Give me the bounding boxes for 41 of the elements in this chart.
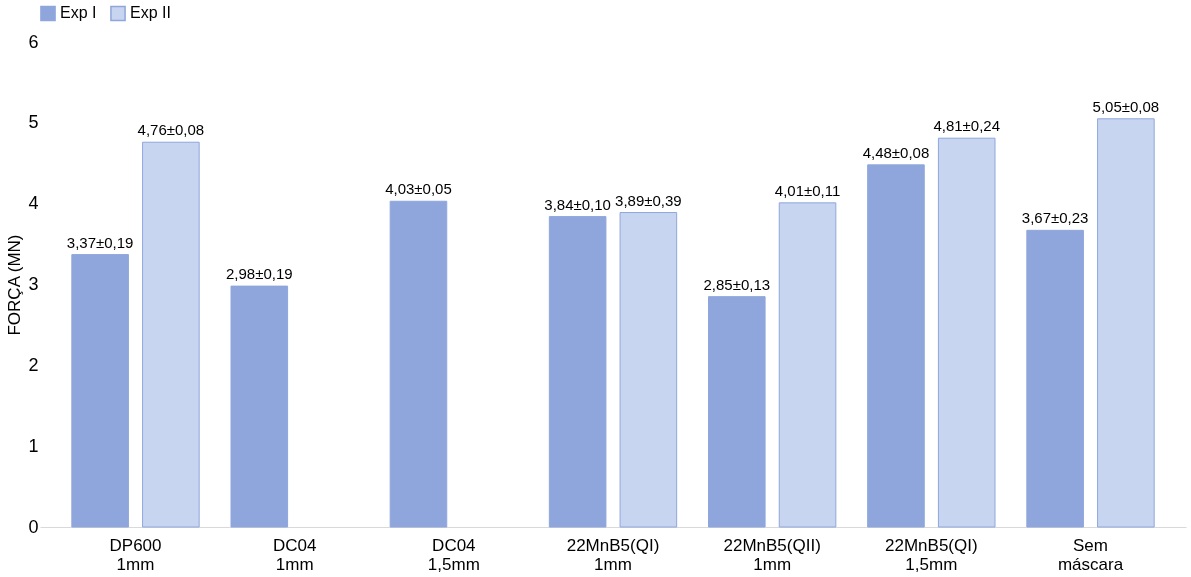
bar — [389, 200, 448, 528]
bar — [778, 202, 837, 528]
y-tick-label: 4 — [28, 193, 39, 214]
data-label: 4,48±0,08 — [862, 143, 930, 161]
x-tick-label: DP600 1mm — [109, 535, 162, 574]
bar — [1026, 229, 1084, 528]
x-tick-label: 22MnB5(QI) 1mm — [566, 535, 660, 574]
y-tick-label: 6 — [28, 31, 39, 52]
x-tick-label: DC04 1,5mm — [427, 535, 480, 574]
y-tick-label: 3 — [28, 274, 39, 294]
x-tick-label: 22MnB5(QII) 1mm — [723, 535, 821, 574]
bar — [1097, 118, 1155, 528]
x-tick-label: DC04 1mm — [272, 535, 317, 574]
y-tick-label: 1 — [28, 435, 39, 456]
data-label: 4,76±0,08 — [137, 121, 205, 139]
y-tick-label: 2 — [28, 354, 39, 375]
bar — [548, 216, 607, 528]
data-label: 4,01±0,11 — [774, 181, 841, 199]
y-tick-label: 5 — [28, 112, 39, 133]
data-label: 5,05±0,08 — [1092, 97, 1160, 115]
data-label: 4,81±0,24 — [933, 117, 1001, 135]
y-axis-title: FORÇA (MN) — [5, 234, 25, 336]
bar — [71, 254, 129, 528]
data-label: 3,67±0,23 — [1021, 209, 1089, 227]
bar — [619, 212, 678, 528]
bar — [867, 164, 925, 528]
legend-label: Exp I — [60, 4, 97, 22]
bar — [937, 137, 996, 528]
x-tick-label: Sem máscara — [1057, 535, 1124, 574]
data-label: 3,89±0,39 — [615, 191, 682, 209]
data-label: 3,37±0,19 — [66, 233, 134, 251]
data-label: 3,84±0,10 — [544, 195, 611, 213]
data-label: 4,03±0,05 — [385, 180, 452, 198]
bar — [708, 296, 766, 528]
y-tick-label: 0 — [28, 516, 39, 537]
bar — [230, 285, 289, 528]
x-tick-label: 22MnB5(QI) 1,5mm — [885, 535, 978, 574]
data-label: 2,98±0,19 — [225, 265, 293, 283]
data-label: 2,85±0,13 — [703, 275, 771, 293]
bar — [142, 141, 200, 528]
legend-label: Exp II — [130, 4, 171, 22]
